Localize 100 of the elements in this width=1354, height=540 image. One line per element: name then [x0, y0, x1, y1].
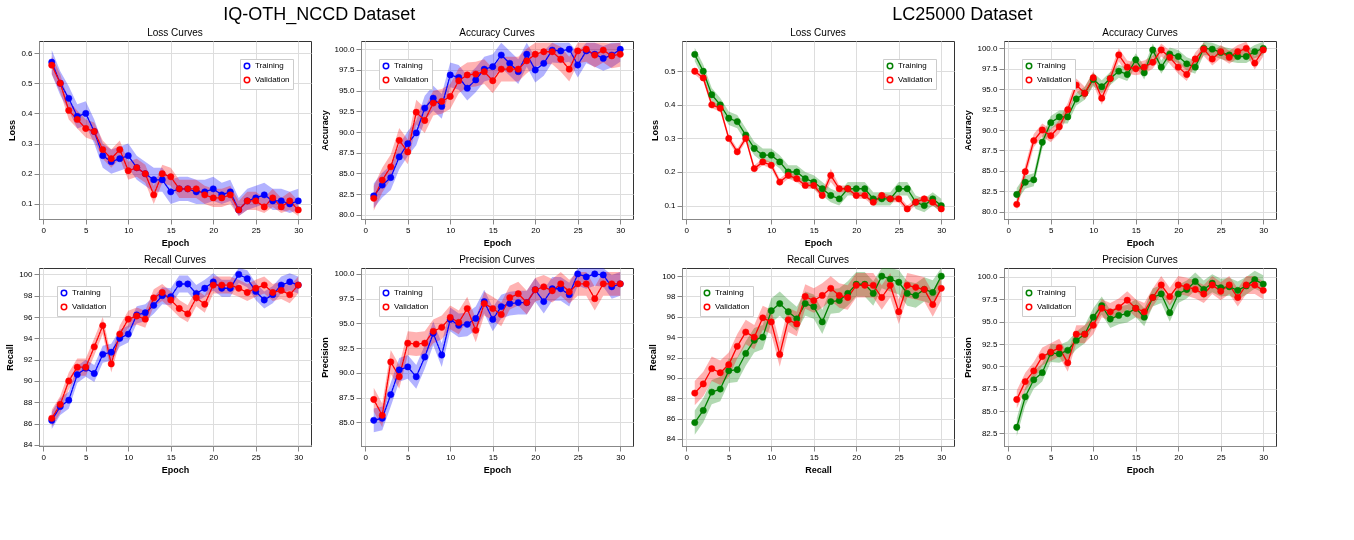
x-tick-label: 25 [573, 452, 584, 462]
x-tick-label: 5 [1049, 225, 1055, 235]
x-tick-label: 10 [124, 452, 134, 462]
x-tick-label: 0 [363, 225, 369, 235]
legend-label: Validation [394, 302, 429, 311]
y-tick-label: 90 [23, 376, 34, 386]
y-tick-label: 95.0 [338, 318, 356, 328]
chart-title: Precision Curves [459, 254, 535, 265]
x-axis-title: Epoch [1126, 237, 1155, 248]
x-tick-label: 5 [84, 225, 90, 235]
x-tick-label: 10 [1089, 225, 1099, 235]
y-tick-label: 100.0 [977, 272, 999, 282]
text: LC25000 Dataset [892, 3, 1033, 24]
x-tick-label: 15 [809, 225, 820, 235]
y-tick-label: 92 [666, 353, 677, 363]
y-tick-label: 85.0 [981, 166, 999, 176]
y-tick-label: 97.5 [338, 294, 356, 304]
y-tick-label: 100 [662, 271, 677, 281]
x-axis-title: Epoch [483, 237, 512, 248]
x-tick-label: 30 [294, 452, 304, 462]
y-tick-label: 80.0 [338, 210, 356, 220]
y-tick-label: 0.2 [21, 169, 34, 179]
y-tick-label: 100 [19, 269, 34, 279]
y-tick-label: 0.2 [664, 167, 677, 177]
x-tick-label: 30 [937, 452, 947, 462]
x-tick-label: 30 [1259, 452, 1269, 462]
y-tick-label: 90.0 [338, 368, 356, 378]
y-tick-label: 95.0 [981, 84, 999, 94]
y-tick-label: 97.5 [981, 64, 999, 74]
y-tick-label: 90.0 [981, 125, 999, 135]
y-axis-title: Precision [963, 337, 974, 378]
y-axis-title: Recall [5, 344, 16, 371]
y-tick-label: 0.1 [664, 201, 677, 211]
x-tick-label: 10 [1089, 452, 1099, 462]
legend-label: Validation [1037, 302, 1072, 311]
x-tick-label: 20 [852, 225, 862, 235]
y-tick-label: 97.5 [981, 294, 999, 304]
x-tick-label: 10 [446, 225, 456, 235]
y-tick-label: 0.5 [664, 66, 677, 76]
legend-label: Training [72, 288, 101, 297]
legend-label: Validation [394, 75, 429, 84]
y-tick-label: 86 [666, 414, 677, 424]
y-tick-label: 0.3 [664, 133, 677, 143]
x-tick-label: 15 [809, 452, 820, 462]
y-axis-title: Loss [7, 119, 18, 142]
chart-title: Recall Curves [786, 254, 850, 265]
x-tick-label: 0 [1006, 225, 1012, 235]
x-axis-title: Epoch [161, 464, 190, 475]
x-tick-label: 25 [894, 452, 905, 462]
y-tick-label: 84 [666, 434, 677, 444]
y-tick-label: 0.6 [21, 48, 34, 58]
y-tick-label: 96 [23, 312, 34, 322]
y-tick-label: 88 [23, 397, 34, 407]
y-tick-label: 82.5 [338, 189, 356, 199]
x-tick-label: 20 [531, 452, 541, 462]
y-tick-label: 92.5 [338, 343, 356, 353]
y-tick-label: 92.5 [981, 339, 999, 349]
x-axis-title: Epoch [804, 237, 833, 248]
y-tick-label: 88 [666, 393, 677, 403]
x-tick-label: 30 [937, 225, 947, 235]
x-tick-label: 25 [573, 225, 584, 235]
x-tick-label: 25 [251, 452, 262, 462]
y-tick-label: 90.0 [338, 127, 356, 137]
y-tick-label: 98 [666, 291, 677, 301]
legend-label: Validation [255, 75, 290, 84]
y-tick-label: 92 [23, 355, 34, 365]
y-tick-label: 100.0 [334, 269, 356, 279]
x-tick-label: 30 [616, 452, 626, 462]
x-tick-label: 15 [166, 452, 177, 462]
x-tick-label: 0 [363, 452, 369, 462]
x-tick-label: 15 [488, 225, 499, 235]
x-tick-label: 20 [531, 225, 541, 235]
legend-label: Training [394, 61, 423, 70]
y-tick-label: 0.4 [21, 108, 34, 118]
x-tick-label: 0 [1006, 452, 1012, 462]
x-tick-label: 20 [209, 452, 219, 462]
x-tick-label: 25 [894, 225, 905, 235]
y-tick-label: 100.0 [977, 43, 999, 53]
y-tick-label: 92.5 [338, 106, 356, 116]
x-tick-label: 25 [1216, 225, 1227, 235]
y-tick-label: 84 [23, 440, 34, 450]
y-tick-label: 96 [666, 312, 677, 322]
y-axis-title: Precision [320, 337, 331, 378]
legend-label: Training [394, 288, 423, 297]
x-tick-label: 0 [41, 452, 47, 462]
chart-title: Loss Curves [147, 27, 203, 38]
text: IQ-OTH_NCCD Dataset [223, 3, 416, 25]
x-tick-label: 5 [406, 452, 412, 462]
y-axis-title: Accuracy [963, 110, 974, 151]
legend-label: Validation [72, 302, 107, 311]
chart-title: Loss Curves [790, 27, 846, 38]
y-tick-label: 87.5 [981, 384, 999, 394]
x-tick-label: 5 [1049, 452, 1055, 462]
y-tick-label: 87.5 [338, 148, 356, 158]
y-axis-title: Recall [648, 344, 659, 371]
x-tick-label: 30 [616, 225, 626, 235]
y-tick-label: 92.5 [981, 105, 999, 115]
legend-label: Training [255, 61, 284, 70]
y-tick-label: 94 [666, 332, 677, 342]
y-tick-label: 85.0 [981, 406, 999, 416]
